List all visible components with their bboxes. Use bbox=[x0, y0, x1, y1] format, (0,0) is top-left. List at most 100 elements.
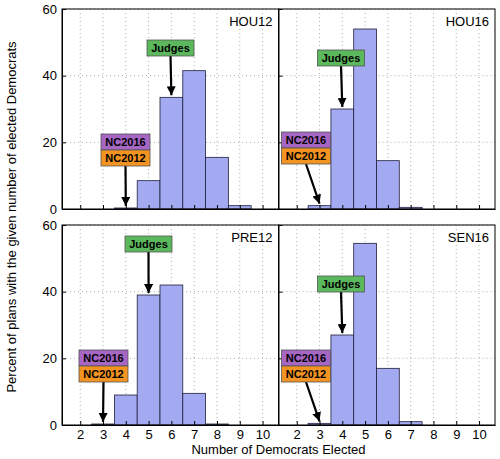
annotations: JudgesNC2016NC2012 bbox=[79, 236, 172, 422]
x-tick-mark bbox=[171, 421, 172, 425]
x-axis bbox=[279, 205, 496, 210]
y-tick-label: 60 bbox=[43, 2, 57, 17]
y-tick-mark bbox=[62, 425, 66, 426]
y-axis-line bbox=[62, 226, 63, 426]
figure: 0204060HOU12JudgesNC2016NC2012HOU16Judge… bbox=[0, 0, 500, 459]
annotation-label: Judges bbox=[322, 52, 361, 64]
x-grid-line bbox=[80, 225, 81, 425]
x-tick-label: 3 bbox=[100, 427, 107, 442]
x-tick: 5 bbox=[362, 421, 369, 442]
annotation-box bbox=[79, 366, 128, 382]
annotation-arrow bbox=[124, 166, 127, 206]
annotation-arrow bbox=[341, 292, 342, 333]
x-grid-line bbox=[319, 225, 320, 425]
x-tick-mark bbox=[217, 205, 218, 209]
x-tick-mark bbox=[194, 421, 195, 425]
x-tick bbox=[388, 205, 389, 209]
x-tick: 3 bbox=[316, 421, 323, 442]
x-tick-mark bbox=[456, 421, 457, 425]
x-grid-line bbox=[103, 9, 104, 209]
y-tick-mark bbox=[279, 9, 283, 10]
y-tick bbox=[279, 9, 283, 10]
x-tick bbox=[456, 205, 457, 209]
x-tick bbox=[194, 205, 195, 209]
x-tick-mark bbox=[171, 205, 172, 209]
x-tick-label: 6 bbox=[385, 427, 392, 442]
histogram-bar bbox=[331, 109, 354, 209]
x-axis bbox=[63, 205, 280, 210]
x-grid-line bbox=[125, 9, 126, 209]
y-tick-label: 40 bbox=[43, 284, 57, 299]
y-axis: 0204060 bbox=[43, 2, 66, 217]
x-tick-mark bbox=[388, 205, 389, 209]
panel-frame bbox=[62, 225, 279, 425]
bars bbox=[308, 29, 422, 209]
x-grid-line bbox=[456, 9, 457, 209]
y-tick: 0 bbox=[50, 418, 66, 433]
x-grid-line bbox=[216, 225, 217, 425]
annotation-box bbox=[282, 132, 331, 148]
x-tick-mark bbox=[263, 205, 264, 209]
x-tick-mark bbox=[297, 205, 298, 209]
panel-title: PRE12 bbox=[231, 230, 272, 245]
x-tick-mark bbox=[80, 421, 81, 425]
x-tick-mark bbox=[342, 421, 343, 425]
x-tick bbox=[80, 205, 81, 209]
y-tick-mark bbox=[62, 209, 66, 210]
x-tick-mark bbox=[80, 205, 81, 209]
histogram-bar bbox=[160, 97, 183, 209]
annotation-box bbox=[282, 366, 331, 382]
x-tick-mark bbox=[263, 421, 264, 425]
y-axis-title: Percent of plans with the given number o… bbox=[4, 41, 19, 393]
x-tick: 3 bbox=[100, 421, 107, 442]
annotation-arrow bbox=[306, 382, 320, 421]
y-tick-label: 60 bbox=[43, 218, 57, 233]
y-tick-mark bbox=[62, 292, 66, 293]
y-axis-line bbox=[279, 10, 280, 210]
annotations: JudgesNC2016NC2012 bbox=[282, 276, 365, 421]
x-tick: 7 bbox=[408, 421, 415, 442]
x-tick-mark bbox=[149, 205, 150, 209]
x-tick bbox=[217, 205, 218, 209]
x-tick-mark bbox=[479, 205, 480, 209]
y-tick bbox=[279, 76, 283, 77]
y-tick-mark bbox=[62, 225, 66, 226]
grid bbox=[62, 9, 279, 209]
y-tick-label: 0 bbox=[50, 418, 57, 433]
annotation-box bbox=[147, 40, 194, 56]
x-grid-line bbox=[262, 225, 263, 425]
x-tick-mark bbox=[433, 205, 434, 209]
x-tick-mark bbox=[433, 421, 434, 425]
annotation-box bbox=[125, 236, 172, 252]
panel-title: SEN16 bbox=[448, 230, 489, 245]
x-tick-mark bbox=[411, 205, 412, 209]
x-tick: 7 bbox=[191, 421, 198, 442]
y-tick-mark bbox=[62, 142, 66, 143]
y-tick: 40 bbox=[43, 68, 66, 83]
x-tick bbox=[171, 205, 172, 209]
annotation-box bbox=[318, 276, 365, 292]
x-grid-line bbox=[296, 9, 297, 209]
y-tick bbox=[279, 425, 283, 426]
y-tick-mark bbox=[279, 209, 283, 210]
x-axis-line bbox=[63, 425, 280, 426]
panel-frame bbox=[62, 9, 279, 209]
annotation-box bbox=[282, 350, 331, 366]
x-grid-line bbox=[410, 225, 411, 425]
x-tick: 8 bbox=[214, 421, 221, 442]
annotation-arrow bbox=[147, 252, 149, 293]
x-tick bbox=[320, 205, 321, 209]
histogram-bar bbox=[331, 335, 354, 425]
x-tick-mark bbox=[342, 205, 343, 209]
panel: 0204060HOU12JudgesNC2016NC2012 bbox=[43, 2, 279, 217]
x-tick bbox=[479, 205, 480, 209]
annotation-label: NC2012 bbox=[286, 150, 326, 162]
y-tick: 20 bbox=[43, 135, 66, 150]
x-tick bbox=[433, 205, 434, 209]
x-tick-label: 4 bbox=[123, 427, 130, 442]
x-tick: 10 bbox=[256, 421, 270, 442]
annotation-label: Judges bbox=[129, 238, 168, 250]
y-axis: 0204060 bbox=[43, 218, 66, 433]
y-axis-line bbox=[62, 10, 63, 210]
histogram-bar bbox=[137, 295, 160, 425]
